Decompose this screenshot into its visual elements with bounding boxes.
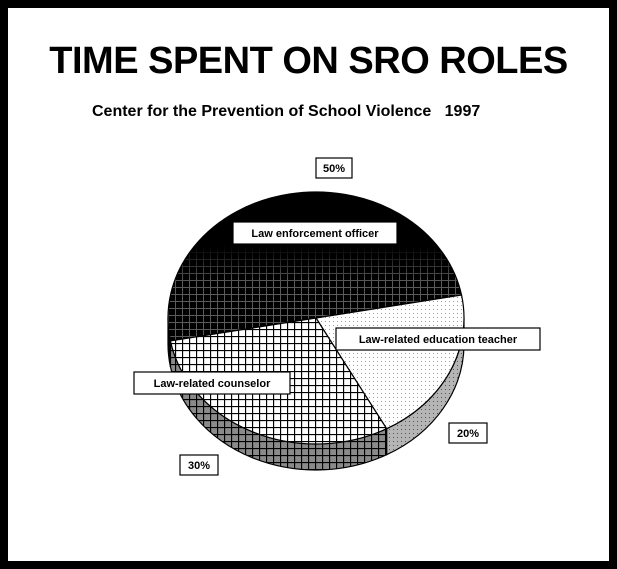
svg-text:Law enforcement officer: Law enforcement officer — [251, 228, 379, 240]
value-label-50: 50% — [315, 157, 353, 179]
value-label-30: 30% — [179, 454, 219, 476]
label-law-related-counselor: Law-related counselor — [133, 371, 291, 395]
svg-text:Law-related counselor: Law-related counselor — [154, 378, 271, 390]
label-law-enforcement-officer: Law enforcement officer — [232, 221, 398, 245]
svg-text:30%: 30% — [188, 460, 210, 472]
svg-text:50%: 50% — [323, 163, 345, 175]
value-label-20: 20% — [448, 422, 488, 444]
svg-text:20%: 20% — [457, 428, 479, 440]
chart-title: TIME SPENT ON SRO ROLES — [49, 40, 568, 82]
chart-subtitle: Center for the Prevention of School Viol… — [92, 103, 481, 120]
label-law-related-education-teacher: Law-related education teacher — [335, 327, 541, 351]
svg-text:Law-related education teacher: Law-related education teacher — [359, 334, 518, 346]
